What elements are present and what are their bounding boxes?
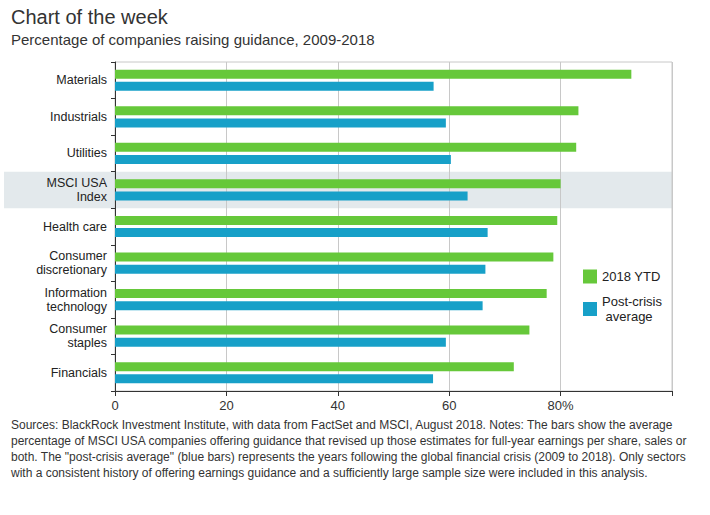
svg-text:both. The "post-crisis average: both. The "post-crisis average" (blue ba… <box>11 450 689 464</box>
svg-text:Post-crisis: Post-crisis <box>602 294 662 309</box>
svg-text:percentage of MSCI USA compani: percentage of MSCI USA companies offerin… <box>11 434 690 448</box>
svg-text:Industrials: Industrials <box>50 110 107 124</box>
svg-text:Index: Index <box>76 190 107 204</box>
svg-text:2018 YTD: 2018 YTD <box>602 269 660 284</box>
svg-text:average: average <box>602 309 653 324</box>
svg-text:Information: Information <box>44 286 107 300</box>
svg-text:Consumer: Consumer <box>49 249 107 263</box>
svg-text:Consumer: Consumer <box>49 322 107 336</box>
svg-text:0: 0 <box>111 398 118 413</box>
svg-text:MSCI USA: MSCI USA <box>47 176 108 190</box>
svg-text:Chart of the week: Chart of the week <box>11 6 169 28</box>
svg-text:60: 60 <box>442 398 456 413</box>
svg-text:Percentage of companies raisin: Percentage of companies raising guidance… <box>11 31 375 48</box>
svg-text:with a consistent history of o: with a consistent history of offering ea… <box>10 466 648 480</box>
svg-text:80%: 80% <box>548 398 574 413</box>
svg-text:Health care: Health care <box>43 220 107 234</box>
svg-text:discretionary: discretionary <box>36 263 108 277</box>
svg-text:technology: technology <box>47 300 108 314</box>
svg-text:staples: staples <box>67 336 107 350</box>
svg-text:Materials: Materials <box>56 73 107 87</box>
svg-text:Utilities: Utilities <box>67 146 107 160</box>
svg-text:40: 40 <box>331 398 345 413</box>
svg-text:20: 20 <box>219 398 233 413</box>
svg-text:Sources: BlackRock Investment: Sources: BlackRock Investment Institute,… <box>11 418 676 432</box>
svg-text:Financials: Financials <box>51 366 107 380</box>
